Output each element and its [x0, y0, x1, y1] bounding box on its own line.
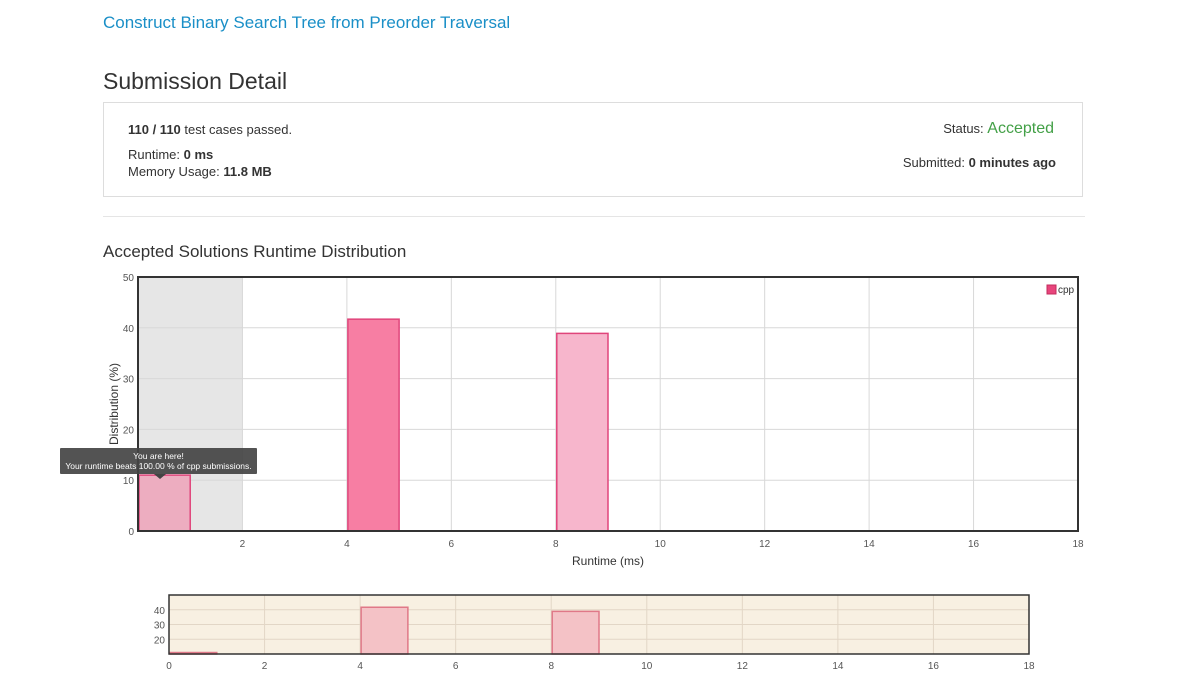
- tests-passed-text: test cases passed.: [180, 122, 293, 137]
- x-tick-label: 14: [864, 539, 876, 550]
- x-tick-label: 2: [240, 539, 246, 550]
- x-tick-label: 6: [449, 539, 455, 550]
- runtime-info: Runtime: 0 ms: [128, 147, 213, 162]
- submitted-label: Submitted:: [902, 155, 969, 170]
- submitted-value: 0 minutes ago: [968, 155, 1056, 170]
- bar-runtime-0ms: [138, 474, 191, 532]
- tooltip-line-2: Your runtime beats 100.00 % of cpp submi…: [65, 461, 251, 471]
- memory-info: Memory Usage: 11.8 MB: [128, 164, 272, 179]
- y-tick-label: 20: [123, 425, 135, 436]
- x-axis-label: Runtime (ms): [572, 554, 644, 568]
- x-tick-label: 4: [344, 539, 350, 550]
- status-accepted-badge: Accepted: [987, 120, 1054, 137]
- legend-label-cpp: cpp: [1058, 285, 1075, 296]
- y-tick-label: 10: [123, 476, 135, 487]
- y-tick-label: 30: [123, 375, 135, 386]
- y-tick-label: 40: [123, 324, 135, 335]
- tooltip-pointer: [154, 474, 166, 479]
- submitted-info: Submitted: 0 minutes ago: [903, 155, 1056, 170]
- x-tick-label: 8: [553, 539, 559, 550]
- x-tick-label: 12: [759, 539, 771, 550]
- legend-swatch-cpp: [1046, 284, 1057, 295]
- x-tick-label: 16: [968, 539, 980, 550]
- x-tick-label: 18: [1072, 539, 1084, 550]
- section-divider: [103, 216, 1085, 217]
- bar-runtime-4ms: [347, 318, 400, 532]
- runtime-value: 0 ms: [183, 147, 214, 162]
- plot-frame: [137, 276, 1079, 532]
- runtime-label: Runtime:: [128, 147, 184, 162]
- status-label: Status:: [943, 121, 988, 136]
- memory-label: Memory Usage:: [128, 164, 224, 179]
- submission-detail-panel: 110 / 110 test cases passed. Runtime: 0 …: [103, 102, 1083, 197]
- distribution-title: Accepted Solutions Runtime Distribution: [103, 242, 407, 261]
- status-info: Status: Accepted: [943, 120, 1054, 138]
- runtime-tooltip: [60, 448, 257, 474]
- bar-runtime-8ms: [556, 332, 609, 532]
- y-tick-label: 50: [123, 273, 135, 284]
- tests-passed-count: 110 / 110: [128, 122, 181, 137]
- page-title: Submission Detail: [103, 68, 288, 94]
- x-tick-label: 10: [655, 539, 667, 550]
- y-axis-label: Distribution (%): [107, 363, 121, 445]
- test-cases-summary: 110 / 110 test cases passed.: [128, 122, 292, 137]
- y-tick-label: 0: [128, 527, 134, 538]
- tooltip-line-1: You are here!: [133, 451, 184, 461]
- problem-title-link[interactable]: Construct Binary Search Tree from Preord…: [103, 13, 511, 32]
- memory-value: 11.8 MB: [223, 164, 272, 179]
